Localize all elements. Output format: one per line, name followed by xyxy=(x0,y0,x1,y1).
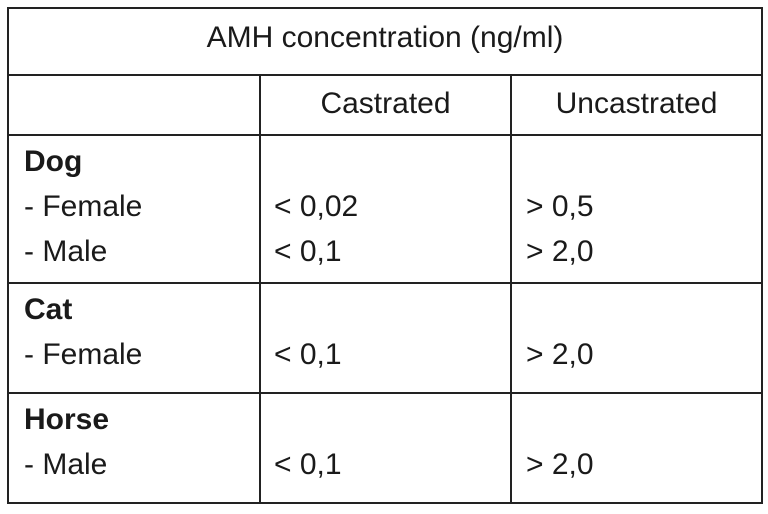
cell-value: > 2,0 xyxy=(526,235,594,268)
row-label: - Female xyxy=(24,338,142,371)
row-label: - Male xyxy=(24,448,107,481)
group-name: Horse xyxy=(24,403,109,436)
column-header: Castrated xyxy=(320,87,450,120)
cell-value: < 0,02 xyxy=(274,190,358,223)
cell-value: > 2,0 xyxy=(526,448,594,481)
table-border xyxy=(7,7,763,504)
group-name: Dog xyxy=(24,145,82,178)
cell-value: < 0,1 xyxy=(274,448,342,481)
row-label: - Female xyxy=(24,190,142,223)
cell-value: > 0,5 xyxy=(526,190,594,223)
column-header: Uncastrated xyxy=(556,87,718,120)
table-title: AMH concentration (ng/ml) xyxy=(207,21,564,54)
cell-value: < 0,1 xyxy=(274,338,342,371)
group-name: Cat xyxy=(24,293,72,326)
cell-value: < 0,1 xyxy=(274,235,342,268)
row-label: - Male xyxy=(24,235,107,268)
cell-value: > 2,0 xyxy=(526,338,594,371)
